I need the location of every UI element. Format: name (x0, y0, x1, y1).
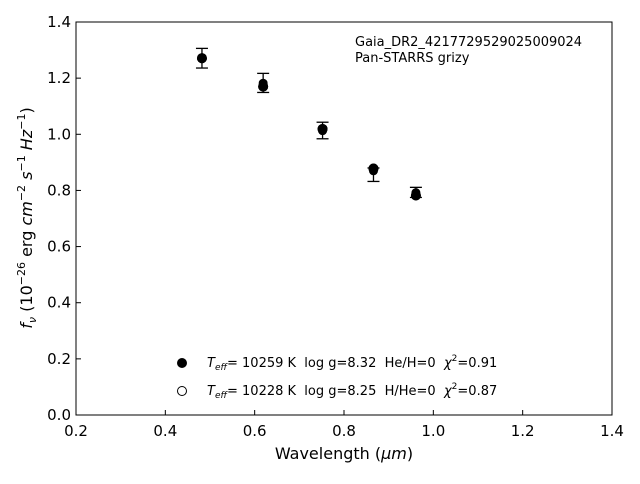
y-tick-label: 1.2 (47, 69, 71, 87)
x-tick-label: 0.4 (153, 422, 177, 440)
x-tick-label: 1.4 (600, 422, 624, 440)
object-name: Gaia_DR2_4217729529025009024 (355, 35, 582, 50)
legend-marker-open (177, 386, 187, 396)
x-tick-label: 1.0 (421, 422, 445, 440)
observed-point (258, 78, 268, 88)
x-axis: 0.2 0.4 0.6 0.8 1.0 1.2 1.4 (64, 410, 624, 440)
x-axis-label: Wavelength (μm) (275, 444, 413, 463)
observed-point (411, 188, 421, 198)
x-tick-label: 0.8 (332, 422, 356, 440)
observed-point (197, 53, 207, 63)
y-axis: 0.0 0.2 0.4 0.6 0.8 1.0 1.2 1.4 (47, 13, 81, 424)
x-tick-label: 0.6 (243, 422, 267, 440)
y-tick-label: 0.8 (47, 181, 71, 199)
observed-point (368, 166, 378, 176)
y-tick-label: 0.2 (47, 350, 71, 368)
y-tick-label: 1.4 (47, 13, 71, 31)
legend-entry-1: Teff= 10228 K log g=8.25 H/He=0 χ2=0.87 (207, 382, 497, 401)
x-tick-label: 1.2 (511, 422, 535, 440)
legend-marker-filled (177, 358, 187, 368)
legend-entry-0: Teff= 10259 K log g=8.32 He/H=0 χ2=0.91 (207, 354, 497, 373)
photometry-source: Pan-STARRS grizy (355, 51, 470, 66)
data-points (195, 47, 422, 201)
y-tick-label: 0.4 (47, 294, 71, 312)
y-axis-label: fν (10−26 erg cm−2 s−1 Hz−1) (15, 107, 39, 328)
y-tick-label: 0.6 (47, 238, 71, 256)
legend: Teff= 10259 K log g=8.32 He/H=0 χ2=0.91 … (177, 354, 497, 401)
x-tick-label: 0.2 (64, 422, 88, 440)
observed-point (318, 126, 328, 136)
y-tick-label: 0.0 (47, 406, 71, 424)
y-tick-label: 1.0 (47, 125, 71, 143)
